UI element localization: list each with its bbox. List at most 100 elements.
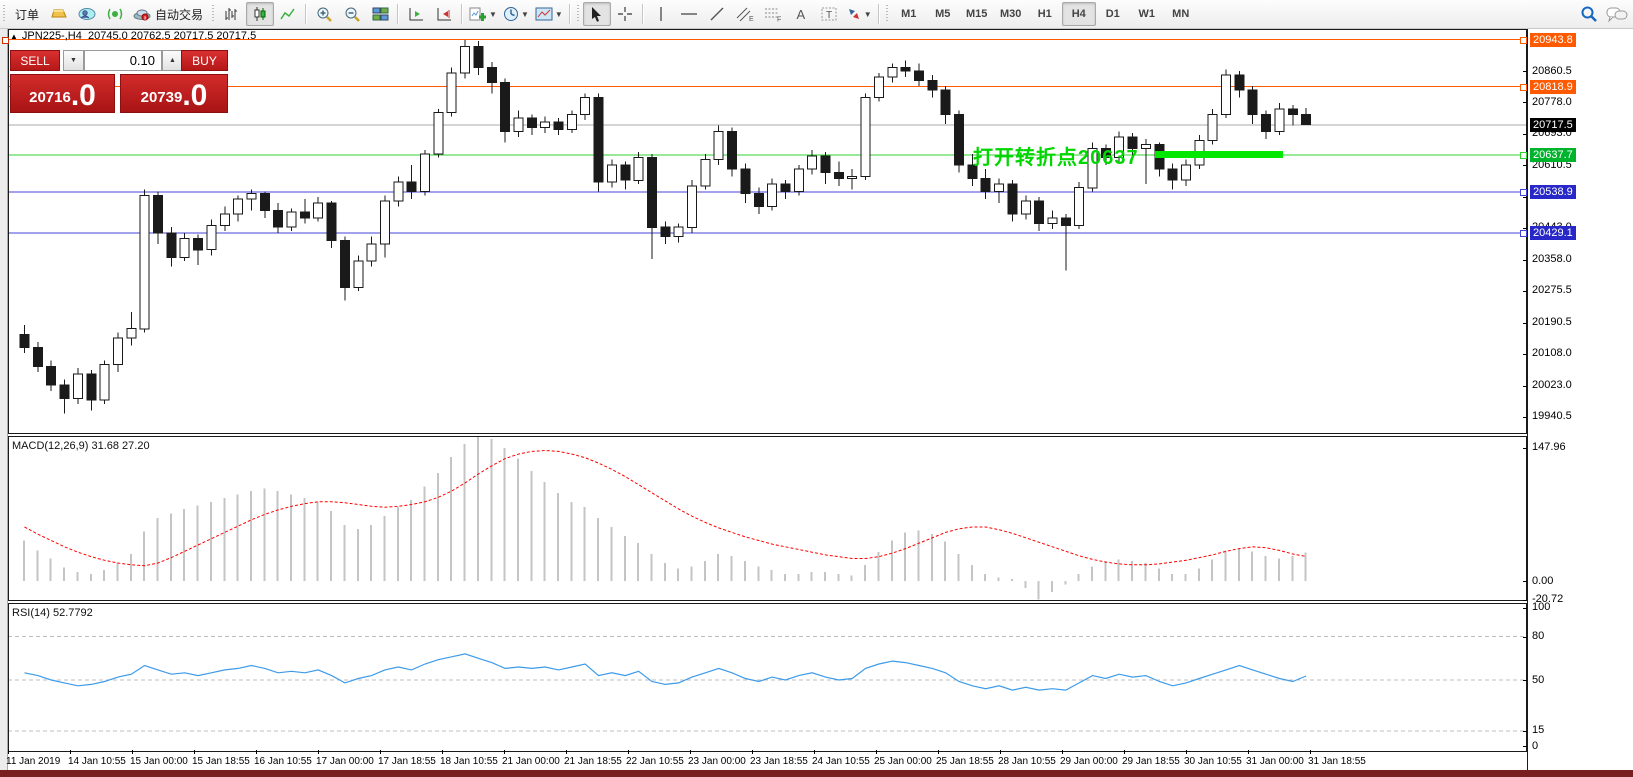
candle-bear — [900, 66, 911, 72]
zoom-out-button[interactable] — [338, 2, 366, 26]
timeframe-button-M30[interactable]: M30 — [1000, 8, 1022, 20]
toolbar-separator — [461, 4, 464, 24]
sell-price-display[interactable]: 20716.0 — [10, 74, 115, 113]
rsi-axis-tick — [1523, 746, 1527, 747]
candle-bull — [99, 364, 110, 401]
candle-bull — [366, 243, 377, 262]
macd-histogram-bar — [1157, 568, 1160, 581]
timeframe-button-W1[interactable]: W1 — [1138, 8, 1155, 20]
crosshair-tool-button[interactable] — [611, 2, 639, 26]
volume-decrease-button[interactable]: ▼ — [63, 50, 84, 71]
macd-histogram-bar — [824, 572, 826, 581]
text-tool-button[interactable]: A — [787, 2, 815, 26]
timeframe-button-M5[interactable]: M5 — [935, 8, 951, 20]
rsi-canvas[interactable] — [8, 603, 1527, 750]
window-left-edge — [0, 28, 8, 770]
timeframe-button-M15[interactable]: M15 — [966, 8, 988, 20]
candle-bull — [1207, 113, 1218, 142]
timeframe-button-MN[interactable]: MN — [1172, 8, 1190, 20]
arrows-tool-button[interactable]: ▼ — [843, 2, 875, 26]
sell-button[interactable]: SELL — [10, 50, 60, 71]
time-axis-tick — [504, 750, 505, 754]
chat-icon[interactable] — [1603, 2, 1631, 26]
macd-histogram-bar — [623, 536, 626, 581]
chart-title-marker: ▲ — [10, 32, 18, 41]
time-axis-tick — [876, 750, 877, 754]
tile-windows-button[interactable] — [366, 2, 394, 26]
macd-histogram-bar — [770, 570, 773, 581]
chart-annotation-text[interactable]: 打开转折点20637 — [973, 147, 1139, 169]
price-axis-tick — [1523, 71, 1527, 72]
timeframe-button-M1[interactable]: M1 — [901, 8, 917, 20]
price-level-badge: 20717.5 — [1530, 117, 1576, 132]
templates-button[interactable]: ▼ — [532, 2, 566, 26]
sell-price-main: 20716 — [29, 89, 71, 106]
add-indicator-button[interactable]: ▼ — [466, 2, 500, 26]
timeframe-button-D1[interactable]: D1 — [1105, 8, 1120, 20]
candle-bull — [1221, 74, 1231, 115]
timeframe-button-H1[interactable]: H1 — [1037, 8, 1052, 20]
rsi-axis-label: 50 — [1532, 673, 1545, 686]
candle-bull — [246, 192, 257, 200]
price-axis-tick — [1523, 227, 1527, 229]
candle-bull — [1087, 147, 1098, 189]
time-axis-tick — [1000, 750, 1001, 754]
buy-button[interactable]: BUY — [181, 50, 228, 71]
zoom-in-button[interactable] — [310, 2, 338, 26]
toolbar-drag-handle[interactable] — [211, 5, 217, 23]
toolbar-drag-handle[interactable] — [575, 5, 581, 23]
macd-histogram-bar — [944, 541, 947, 581]
new-order-button[interactable]: 订单 — [9, 2, 45, 26]
trendline-anchor-marker[interactable] — [2, 37, 9, 44]
rsi-label: RSI(14) 52.7792 — [12, 607, 93, 619]
highlight-trendline-segment[interactable] — [1155, 151, 1283, 158]
candle-bull — [353, 260, 364, 288]
time-axis-tick — [132, 750, 133, 754]
candle-bull — [233, 198, 244, 215]
candle-bull — [673, 226, 684, 238]
rsi-axis-label: 0 — [1532, 739, 1539, 752]
candlestick-mode-button[interactable] — [246, 2, 275, 26]
price-axis-tick-label: 20108.0 — [1532, 347, 1572, 360]
volume-input[interactable] — [84, 50, 162, 71]
line-chart-mode-button[interactable] — [274, 2, 302, 26]
timeframe-button-H4[interactable]: H4 — [1061, 2, 1096, 26]
search-icon[interactable] — [1575, 2, 1603, 26]
toolbar-drag-handle[interactable] — [884, 5, 890, 23]
rsi-axis-tick — [1523, 607, 1527, 609]
chart-shift-button[interactable] — [430, 2, 458, 26]
signal-icon[interactable] — [101, 2, 129, 26]
volume-increase-button[interactable]: ▲ — [162, 50, 183, 71]
macd-histogram-bar — [436, 473, 439, 581]
time-axis-label: 25 Jan 18:55 — [936, 756, 994, 767]
auto-scroll-button[interactable] — [402, 2, 430, 26]
vertical-line-tool-button[interactable] — [647, 2, 675, 26]
rsi-axis-tick — [1523, 636, 1527, 638]
equidistant-channel-tool-button[interactable]: E — [731, 2, 759, 26]
account-cloud-icon[interactable] — [73, 2, 101, 26]
macd-histogram-bar — [757, 566, 760, 581]
fibonacci-tool-button[interactable]: F — [759, 2, 787, 26]
deposit-icon[interactable] — [45, 2, 73, 26]
price-chart-canvas[interactable] — [8, 29, 1527, 434]
periods-button[interactable]: ▼ — [500, 2, 532, 26]
macd-canvas[interactable] — [8, 436, 1527, 601]
candle-bull — [887, 66, 898, 78]
level-anchor-square — [1520, 230, 1527, 238]
candle-bear — [259, 192, 270, 211]
candle-bear — [1234, 74, 1245, 91]
toolbar-drag-handle[interactable] — [2, 5, 7, 23]
buy-price-display[interactable]: 20739.0 — [120, 74, 228, 113]
cursor-tool-button[interactable] — [582, 2, 611, 26]
macd-axis-label: -20.72 — [1532, 593, 1564, 606]
trendline-tool-button[interactable] — [703, 2, 731, 26]
text-label-tool-button[interactable]: T — [815, 2, 843, 26]
macd-histogram-bar — [223, 498, 226, 581]
horizontal-line-tool-button[interactable] — [675, 2, 703, 26]
bar-chart-mode-button[interactable] — [218, 2, 246, 26]
macd-histogram-bar — [610, 527, 613, 581]
auto-trading-button[interactable]: a 自动交易 — [129, 2, 209, 26]
time-axis-label: 25 Jan 00:00 — [874, 756, 932, 767]
one-click-trading-panel: SELL ▼ ▲ BUY 20716.0 20739.0 — [10, 50, 228, 113]
time-axis-tick — [318, 750, 319, 754]
